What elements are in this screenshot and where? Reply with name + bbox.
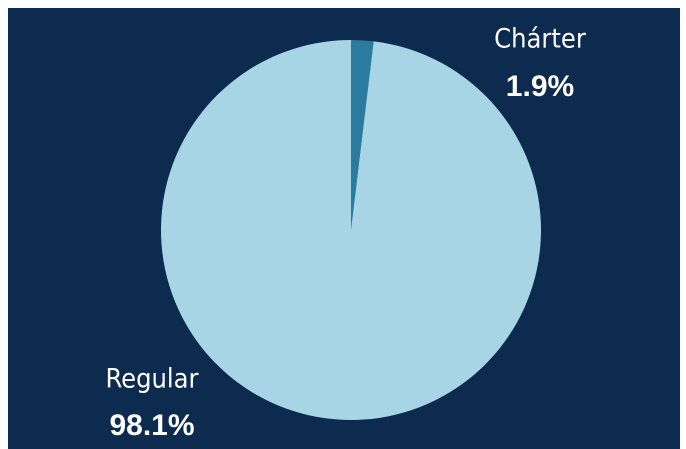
pie-slice bbox=[351, 40, 374, 230]
pie-slice bbox=[160, 40, 541, 420]
slice-category-label: Regular bbox=[105, 364, 198, 395]
slice-category-label: Chárter bbox=[494, 24, 586, 55]
slice-value-label: 98.1% bbox=[109, 409, 194, 442]
slice-value-label: 1.9% bbox=[506, 70, 574, 103]
